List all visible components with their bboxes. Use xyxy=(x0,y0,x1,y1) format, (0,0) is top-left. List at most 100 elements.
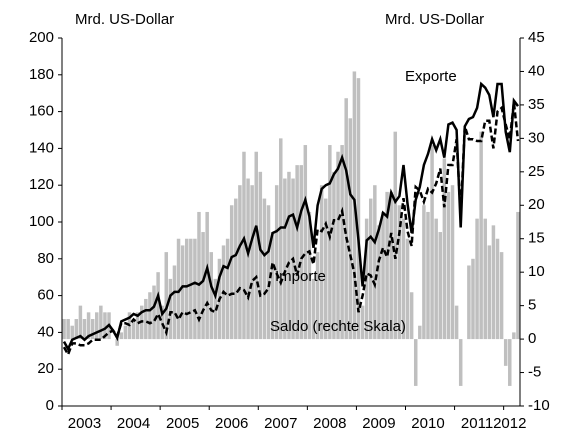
legend-label: Exporte xyxy=(405,68,457,85)
bar xyxy=(299,165,303,340)
line xyxy=(62,81,520,352)
bar xyxy=(152,285,156,340)
x-tick-label: 2004 xyxy=(117,415,150,432)
bar xyxy=(131,319,136,340)
bar xyxy=(479,131,483,340)
bar xyxy=(197,211,201,340)
bar xyxy=(262,198,267,340)
bar xyxy=(385,191,389,340)
bar xyxy=(193,238,197,340)
bar xyxy=(397,205,402,340)
bar xyxy=(373,185,377,340)
bar xyxy=(434,218,438,340)
x-tick-label: 2012 xyxy=(493,415,526,432)
y-tick-label: 0 xyxy=(46,397,54,414)
y-axis-label: Mrd. US-Dollar xyxy=(75,11,174,28)
bar xyxy=(471,258,475,340)
x-tick-label: 2008 xyxy=(313,415,346,432)
bar xyxy=(311,278,316,340)
bar xyxy=(344,98,348,340)
bar xyxy=(176,238,181,340)
bar xyxy=(209,252,214,340)
y-tick-label: 200 xyxy=(29,29,54,46)
bar xyxy=(389,191,393,340)
bar xyxy=(446,191,451,340)
bar xyxy=(348,118,353,340)
bar xyxy=(180,245,185,340)
bar xyxy=(503,339,508,366)
x-tick-label: 2006 xyxy=(215,415,248,432)
bar xyxy=(491,225,496,340)
bar xyxy=(303,145,308,340)
bar xyxy=(90,319,95,340)
y2-tick-label: 10 xyxy=(528,263,545,280)
bar xyxy=(82,319,87,340)
bar xyxy=(103,312,107,340)
bar xyxy=(266,205,271,340)
bar xyxy=(401,218,406,340)
bar xyxy=(512,332,516,340)
bar xyxy=(78,305,83,340)
y-tick-label: 40 xyxy=(37,323,54,340)
y2-tick-label: 45 xyxy=(528,29,545,46)
bar xyxy=(483,218,487,340)
y2-tick-label: 40 xyxy=(528,62,545,79)
legend-label: Importe xyxy=(275,268,326,285)
bar xyxy=(86,312,91,340)
bar xyxy=(319,185,324,340)
bar xyxy=(381,211,385,340)
y-tick-label: 120 xyxy=(29,176,54,193)
bar xyxy=(508,339,512,386)
bar xyxy=(495,238,500,340)
bar xyxy=(119,332,124,340)
bar xyxy=(324,198,328,340)
bar xyxy=(487,245,492,340)
line xyxy=(62,102,520,358)
bar xyxy=(409,292,414,340)
y2-tick-label: 5 xyxy=(528,297,536,314)
y2-tick-label: 20 xyxy=(528,196,545,213)
bar xyxy=(144,298,148,340)
bar xyxy=(135,312,140,340)
bar xyxy=(99,305,103,340)
bar xyxy=(287,171,291,340)
bar xyxy=(393,131,398,340)
bar xyxy=(66,319,70,340)
bar xyxy=(123,325,128,340)
bar xyxy=(238,185,242,340)
bar xyxy=(295,165,299,340)
bar xyxy=(368,198,373,340)
bar xyxy=(242,151,246,340)
bar xyxy=(356,78,361,340)
y-tick-label: 100 xyxy=(29,213,54,230)
bar xyxy=(516,211,520,340)
bar xyxy=(115,339,119,346)
bar xyxy=(405,238,410,340)
bar xyxy=(377,225,381,340)
x-tick-label: 2005 xyxy=(166,415,199,432)
bar xyxy=(70,325,74,340)
bar xyxy=(454,305,459,340)
bar xyxy=(442,158,447,340)
bar xyxy=(250,185,254,340)
y-tick-label: 160 xyxy=(29,103,54,120)
y2-tick-label: 15 xyxy=(528,230,545,247)
bar xyxy=(270,232,275,340)
bar xyxy=(225,238,230,340)
y2-tick-label: -5 xyxy=(528,364,541,381)
bar xyxy=(160,305,164,340)
y-tick-label: 180 xyxy=(29,66,54,83)
bar xyxy=(430,145,434,340)
y-tick-label: 60 xyxy=(37,287,54,304)
y2-axis-label: Mrd. US-Dollar xyxy=(385,11,484,28)
y-tick-label: 20 xyxy=(37,360,54,377)
bar xyxy=(274,185,279,340)
bar xyxy=(426,211,430,340)
bar xyxy=(95,312,99,340)
bar xyxy=(458,339,463,386)
x-tick-label: 2003 xyxy=(68,415,101,432)
bar xyxy=(340,145,344,340)
bar xyxy=(307,211,312,340)
y2-tick-label: 25 xyxy=(528,163,545,180)
bar xyxy=(328,145,332,340)
